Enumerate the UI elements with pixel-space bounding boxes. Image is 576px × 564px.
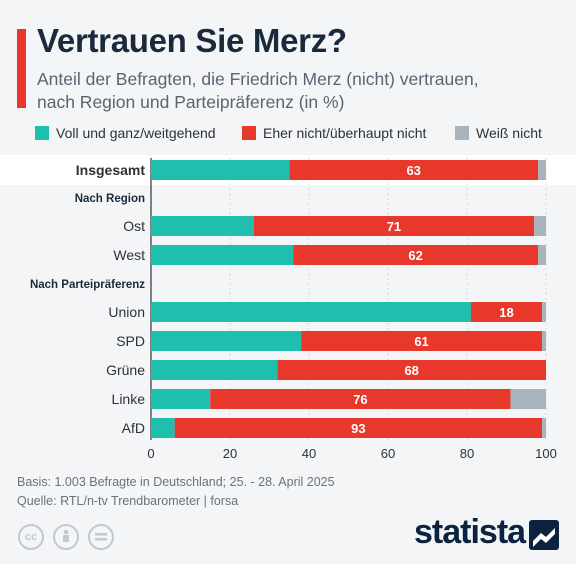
subtitle-line-1: Anteil der Befragten, die Friedrich Merz… (37, 69, 479, 89)
bar-afd-series-0 (151, 418, 175, 438)
statista-logo-icon[interactable] (529, 520, 559, 550)
bar-union-series-2 (542, 302, 546, 322)
category-label-union: Union (108, 304, 145, 320)
bar-ost-series-2 (534, 216, 546, 236)
person-icon (63, 529, 69, 542)
legend-item-voll: Voll und ganz/weitgehend (35, 125, 216, 141)
data-label-spd: 61 (414, 334, 428, 349)
title-accent-bar (17, 29, 26, 108)
bar-spd-series-2 (542, 331, 546, 351)
legend-label-voll: Voll und ganz/weitgehend (56, 125, 216, 141)
bar-union-series-0 (151, 302, 471, 322)
data-label-union: 18 (499, 305, 513, 320)
category-label-grüne: Grüne (106, 362, 145, 378)
bar-afd-series-2 (542, 418, 546, 438)
data-label-grüne: 68 (404, 363, 418, 378)
legend-item-weiss: Weiß nicht (455, 125, 542, 141)
stacked-bar-chart: 0 20 40 60 80 100 Nach Region Nach Parteipräfer… (30, 158, 557, 461)
group-label-1: Nach Parteipräferenz (30, 279, 145, 291)
x-tick-label-20: 20 (223, 446, 237, 461)
chart-subtitle: Anteil der Befragten, die Friedrich Merz… (37, 68, 557, 114)
bar-afd-series-1 (174, 418, 543, 438)
category-label-afd: AfD (122, 420, 145, 436)
bar-insgesamt-series-1 (289, 160, 539, 180)
bar-spd-series-1 (301, 331, 543, 351)
cc-nd-icon[interactable] (88, 524, 114, 550)
data-label-ost: 71 (387, 219, 401, 234)
bar-west-series-2 (538, 245, 546, 265)
bar-grüne-series-0 (151, 360, 278, 380)
group-label-0: Nach Region (75, 193, 145, 205)
data-label-west: 62 (408, 248, 422, 263)
footer-source: Quelle: RTL/n-tv Trendbarometer | forsa (17, 494, 239, 508)
bar-west-series-1 (293, 245, 539, 265)
data-label-insgesamt: 63 (406, 163, 420, 178)
footer-basis: Basis: 1.003 Befragte in Deutschland; 25… (17, 475, 335, 489)
bar-linke-series-2 (510, 389, 546, 409)
equals-icon (95, 533, 107, 541)
bar-linke-series-0 (151, 389, 211, 409)
bar-linke-series-1 (210, 389, 511, 409)
legend-label-nicht: Eher nicht/überhaupt nicht (263, 125, 427, 141)
bar-grüne-series-1 (277, 360, 546, 380)
data-label-linke: 76 (353, 392, 367, 407)
x-tick-label-40: 40 (302, 446, 316, 461)
legend-swatch-voll (35, 126, 49, 140)
cc-license-icon[interactable]: cc (18, 524, 44, 550)
bar-spd-series-0 (151, 331, 302, 351)
chart-title: Vertrauen Sie Merz? (37, 22, 347, 59)
x-tick-label-0: 0 (147, 446, 154, 461)
bar-union-series-1 (470, 302, 543, 322)
bar-insgesamt-series-2 (538, 160, 546, 180)
bar-ost-series-1 (253, 216, 535, 236)
category-label-insgesamt: Insgesamt (76, 162, 146, 178)
bar-west-series-0 (151, 245, 294, 265)
bar-insgesamt-series-0 (151, 160, 290, 180)
subtitle-line-2: nach Region und Parteipräferenz (in %) (37, 92, 345, 112)
cc-by-icon[interactable] (53, 524, 79, 550)
category-label-west: West (113, 247, 145, 263)
category-label-spd: SPD (116, 333, 145, 349)
legend-swatch-nicht (242, 126, 256, 140)
x-tick-label-100: 100 (535, 446, 557, 461)
data-label-afd: 93 (351, 421, 365, 436)
legend-swatch-weiss (455, 126, 469, 140)
legend-label-weiss: Weiß nicht (476, 125, 542, 141)
statista-logo[interactable]: statista (414, 513, 526, 551)
category-label-ost: Ost (123, 218, 145, 234)
bar-ost-series-0 (151, 216, 254, 236)
legend-item-nicht: Eher nicht/überhaupt nicht (242, 125, 426, 141)
category-label-linke: Linke (112, 391, 146, 407)
x-tick-label-60: 60 (381, 446, 395, 461)
x-tick-label-80: 80 (460, 446, 474, 461)
